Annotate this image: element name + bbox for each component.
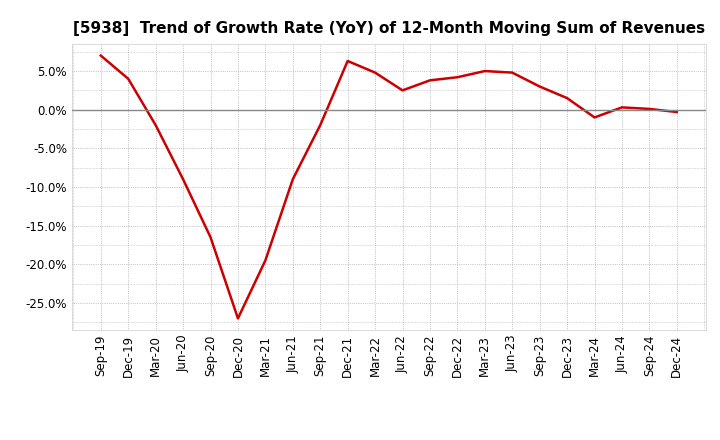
Title: [5938]  Trend of Growth Rate (YoY) of 12-Month Moving Sum of Revenues: [5938] Trend of Growth Rate (YoY) of 12-…: [73, 21, 705, 36]
